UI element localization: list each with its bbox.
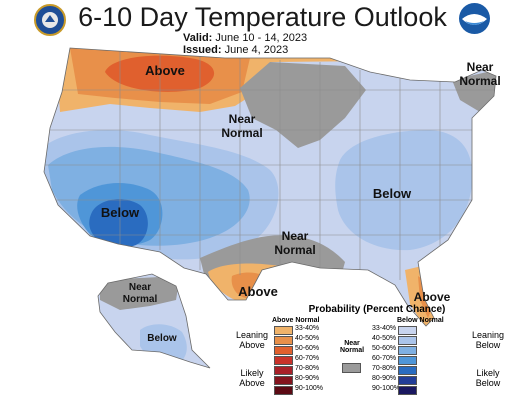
label-below-east: Below <box>372 186 412 201</box>
legend-likely-above: Likely Above <box>239 368 265 388</box>
label-near-normal-northeast: Near Normal <box>459 60 501 88</box>
state-boundaries <box>44 48 496 280</box>
label-above-north: Above <box>145 63 185 78</box>
noaa-logo-icon <box>459 3 490 34</box>
legend-below-range: 70-80% <box>372 365 397 372</box>
legend-below-swatch <box>398 326 417 335</box>
legend-below-swatch <box>398 356 417 365</box>
conus-outline <box>43 47 497 327</box>
legend-below-range: 80-90% <box>372 375 397 382</box>
legend-near-swatch <box>342 363 361 373</box>
legend-above-swatch <box>274 356 293 365</box>
label-below-southwest: Below <box>100 205 140 220</box>
legend-above-range: 80-90% <box>295 375 320 382</box>
legend-below-swatch <box>398 346 417 355</box>
label-near-normal-alaska: Near Normal <box>122 282 158 305</box>
legend-below-range: 90-100% <box>372 385 401 392</box>
legend-above-range: 33-40% <box>295 325 320 332</box>
legend-below-header: Below Normal <box>397 317 444 324</box>
legend-above-range: 90-100% <box>295 385 324 392</box>
legend-below-range: 33-40% <box>372 325 397 332</box>
label-above-florida: Above <box>413 290 451 304</box>
legend-above-swatch <box>274 336 293 345</box>
legend-below-range: 60-70% <box>372 355 397 362</box>
label-below-alaska: Below <box>147 333 177 344</box>
commerce-seal-icon <box>34 4 66 36</box>
alaska-outline <box>97 273 211 369</box>
label-near-normal-central: Near Normal <box>221 112 263 140</box>
probability-legend: Probability (Percent Chance) Above Norma… <box>232 300 517 402</box>
legend-above-swatch <box>274 346 293 355</box>
legend-above-header: Above Normal <box>272 317 320 324</box>
legend-above-swatch <box>274 366 293 375</box>
valid-dates: Valid: June 10 - 14, 2023 <box>183 32 308 44</box>
label-near-normal-south: Near Normal <box>274 229 316 257</box>
page-title: 6-10 Day Temperature Outlook <box>78 2 447 32</box>
legend-below-range: 50-60% <box>372 345 397 352</box>
legend-above-range: 40-50% <box>295 335 320 342</box>
issued-date: Issued: June 4, 2023 <box>183 44 289 56</box>
legend-above-swatch <box>274 326 293 335</box>
legend-above-range: 60-70% <box>295 355 320 362</box>
legend-title: Probability (Percent Chance) <box>308 304 446 315</box>
legend-above-swatch <box>274 376 293 385</box>
legend-below-swatch <box>398 376 417 385</box>
legend-leaning-below: Leaning Below <box>471 330 505 350</box>
legend-above-swatch <box>274 386 293 395</box>
label-above-texas: Above <box>238 284 278 299</box>
legend-above-range: 70-80% <box>295 365 320 372</box>
legend-below-swatch <box>398 336 417 345</box>
legend-below-swatch <box>398 366 417 375</box>
legend-likely-below: Likely Below <box>475 368 501 388</box>
legend-below-range: 40-50% <box>372 335 397 342</box>
legend-below-swatch <box>398 386 417 395</box>
legend-near-header: Near Normal <box>339 340 365 354</box>
legend-leaning-above: Leaning Above <box>236 330 269 350</box>
legend-above-range: 50-60% <box>295 345 320 352</box>
